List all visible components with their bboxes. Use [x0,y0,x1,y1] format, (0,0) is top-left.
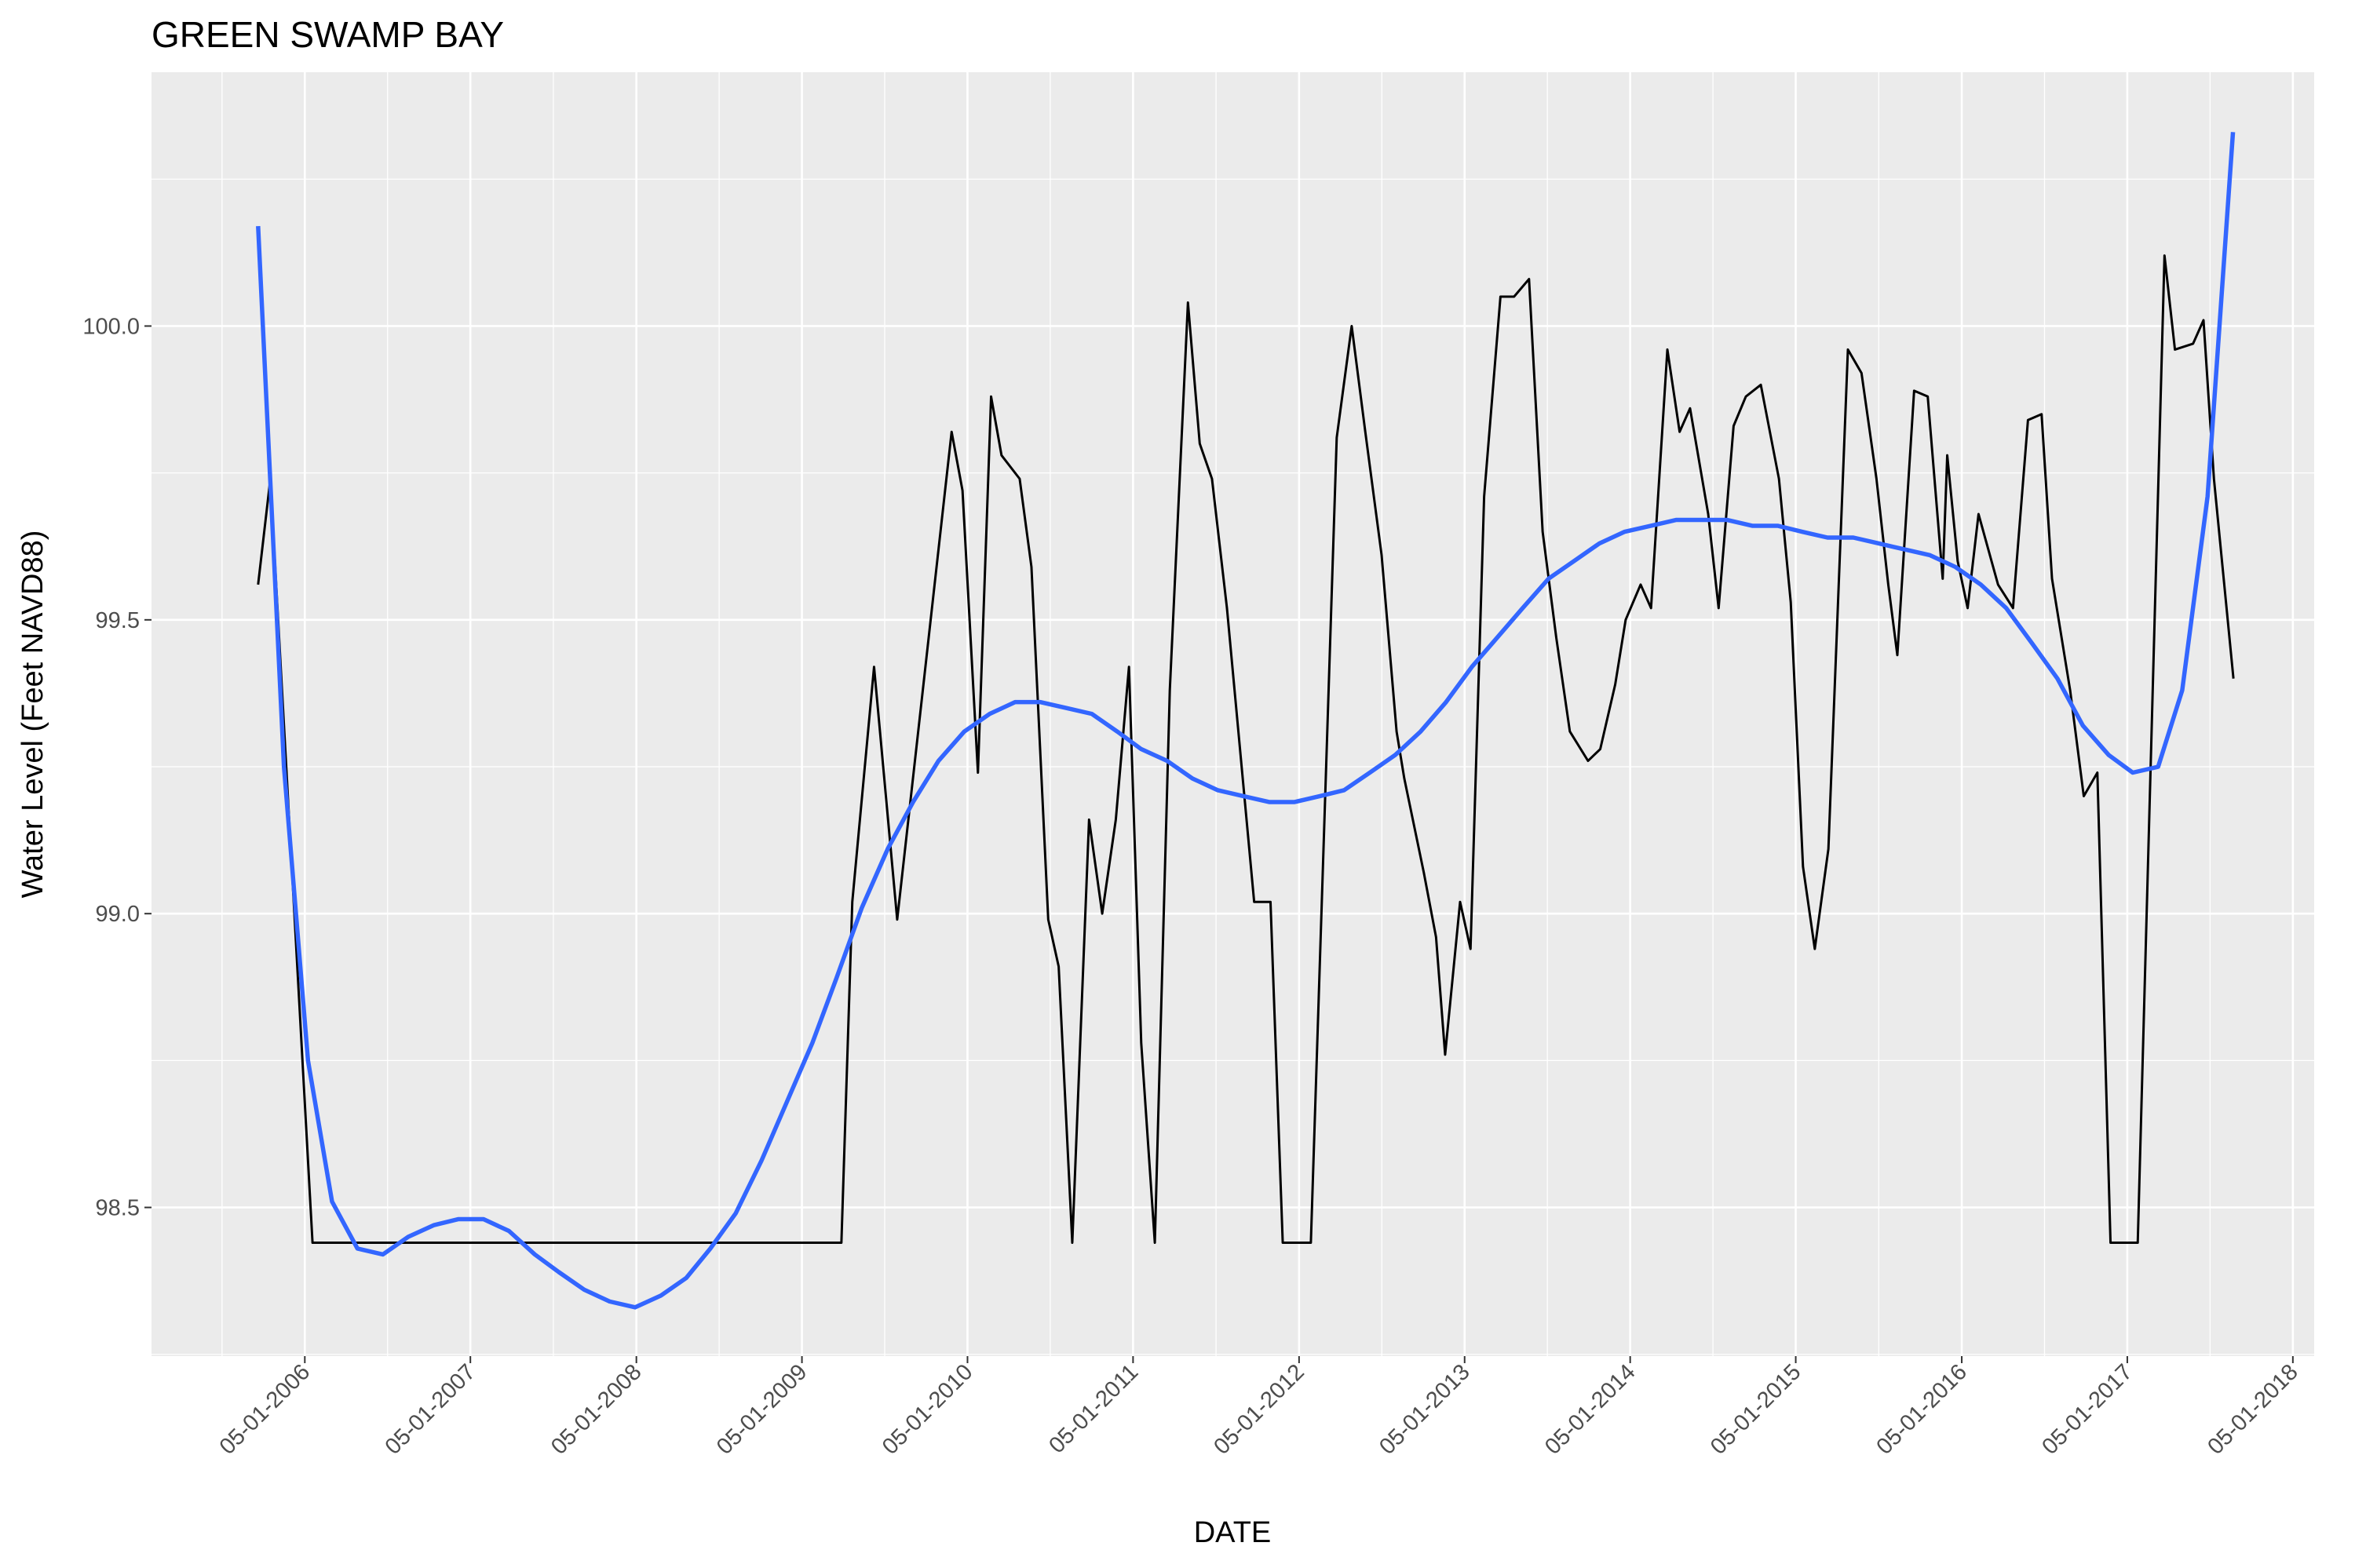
chart-title: GREEN SWAMP BAY [152,14,504,55]
x-tick-label: 05-01-2007 [381,1359,481,1460]
y-tick-label: 99.0 [96,902,140,927]
x-tick-label: 05-01-2010 [878,1359,978,1460]
plot-panel [152,72,2314,1356]
grid [152,72,2314,1356]
x-tick-label: 05-01-2013 [1375,1359,1475,1460]
x-tick-label: 05-01-2017 [2037,1359,2138,1460]
y-tick-label: 100.0 [82,314,140,339]
x-tick-label: 05-01-2009 [712,1359,812,1460]
x-tick-label: 05-01-2014 [1540,1359,1641,1460]
x-tick-label: 05-01-2008 [546,1359,647,1460]
x-tick-label: 05-01-2016 [1871,1359,1972,1460]
y-tick-label: 99.5 [96,608,140,633]
marks [256,132,2236,1310]
data-line [256,132,2236,1310]
x-tick-label: 05-01-2015 [1706,1359,1806,1460]
y-tick-label: 98.5 [96,1196,140,1221]
data-line [257,254,2235,1244]
x-tick-label: 05-01-2012 [1209,1359,1309,1460]
x-axis-title: DATE [1194,1516,1272,1549]
x-tick-label: 05-01-2018 [2203,1359,2303,1460]
y-axis-title: Water Level (Feet NAVD88) [16,531,49,899]
x-tick-label: 05-01-2011 [1044,1359,1143,1458]
x-tick-label: 05-01-2006 [215,1359,316,1460]
